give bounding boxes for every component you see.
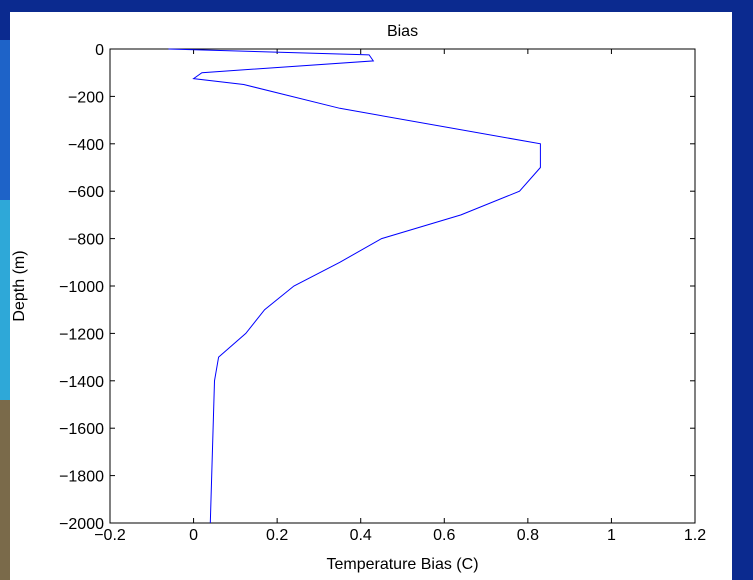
x-axis-label: Temperature Bias (C) bbox=[326, 556, 478, 573]
y-tick-label: −1000 bbox=[59, 279, 104, 296]
x-tick-label: 1 bbox=[607, 527, 616, 544]
chart-title: Bias bbox=[387, 23, 418, 40]
x-tick-label: 0.2 bbox=[266, 527, 288, 544]
y-tick-label: −400 bbox=[68, 137, 104, 154]
y-tick-label: −600 bbox=[68, 184, 104, 201]
y-tick-label: −800 bbox=[68, 232, 104, 249]
bias-profile-line bbox=[168, 48, 541, 524]
y-tick-label: −200 bbox=[68, 89, 104, 106]
data-series bbox=[168, 48, 541, 524]
y-tick-label: −1400 bbox=[59, 374, 104, 391]
x-tick-label: 0.4 bbox=[350, 527, 372, 544]
x-tick-label: 0.6 bbox=[433, 527, 455, 544]
y-tick-label: −1800 bbox=[59, 469, 104, 486]
x-tick-label: −0.2 bbox=[94, 527, 126, 544]
y-tick-label: 0 bbox=[95, 42, 104, 59]
x-tick-label: 1.2 bbox=[684, 527, 706, 544]
slide-left-accent-earth bbox=[0, 400, 12, 580]
bias-chart: −0.2 0 0.2 0.4 0.6 0.8 1 1.2 0 −200 −400 −600 −800 −1… bbox=[11, 23, 706, 573]
slide-left-accent-cyan bbox=[0, 200, 12, 420]
figure-panel: −0.2 0 0.2 0.4 0.6 0.8 1 1.2 0 −200 −400 −600 −800 −1… bbox=[10, 12, 732, 580]
ticks: −0.2 0 0.2 0.4 0.6 0.8 1 1.2 0 −200 −400 −600 −800 −1… bbox=[59, 42, 706, 544]
y-axis-label: Depth (m) bbox=[11, 250, 28, 321]
x-tick-label: 0 bbox=[189, 527, 198, 544]
y-tick-label: −1600 bbox=[59, 421, 104, 438]
axes bbox=[109, 48, 696, 524]
plot-area-frame bbox=[109, 48, 696, 524]
y-tick-label: −1200 bbox=[59, 326, 104, 343]
y-tick-label: −2000 bbox=[59, 516, 104, 533]
x-tick-label: 0.8 bbox=[517, 527, 539, 544]
